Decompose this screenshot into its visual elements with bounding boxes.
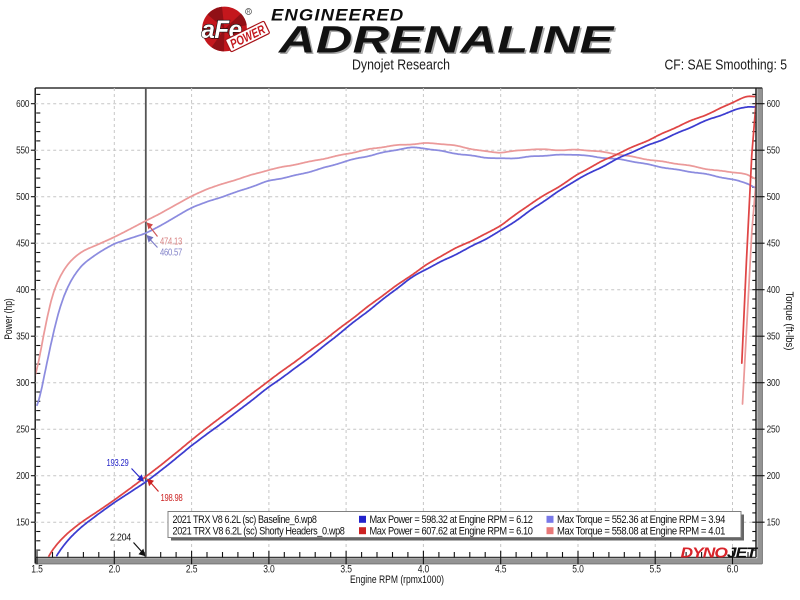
svg-text:350: 350 [767,331,780,343]
svg-text:400: 400 [16,284,29,296]
svg-text:5.0: 5.0 [572,563,583,575]
svg-text:300: 300 [767,377,780,389]
svg-text:198.98: 198.98 [161,493,183,504]
svg-text:474.13: 474.13 [160,237,182,248]
svg-text:200: 200 [16,470,29,482]
svg-text:500: 500 [767,191,780,203]
svg-text:300: 300 [16,377,29,389]
svg-text:500: 500 [16,191,29,203]
svg-text:550: 550 [16,145,29,157]
svg-text:550: 550 [767,145,780,157]
svg-text:150: 150 [16,517,29,529]
svg-text:Torque (ft-lbs): Torque (ft-lbs) [783,292,795,351]
svg-text:3.5: 3.5 [340,563,351,575]
svg-text:150: 150 [767,517,780,529]
svg-text:600: 600 [767,98,780,110]
svg-text:250: 250 [16,424,29,436]
svg-text:6.0: 6.0 [727,563,738,575]
svg-text:ENGINEERED: ENGINEERED [271,5,404,24]
svg-text:600: 600 [16,98,29,110]
svg-text:193.29: 193.29 [107,458,129,469]
svg-text:4.0: 4.0 [418,563,429,575]
svg-text:2.204: 2.204 [110,533,131,544]
svg-text:450: 450 [767,238,780,250]
svg-text:250: 250 [767,424,780,436]
svg-text:200: 200 [767,470,780,482]
svg-text:Dynojet Research: Dynojet Research [352,58,450,74]
svg-text:Power (hp): Power (hp) [3,298,15,340]
svg-text:Max Torque = 558.08 at Engine: Max Torque = 558.08 at Engine RPM = 4.01 [557,525,725,537]
svg-text:2.0: 2.0 [109,563,120,575]
svg-text:1.5: 1.5 [31,563,42,575]
svg-text:5.5: 5.5 [650,563,661,575]
svg-text:ADRENALINE: ADRENALINE [278,19,615,61]
svg-text:Engine RPM (rpmx1000): Engine RPM (rpmx1000) [350,574,444,586]
svg-text:CF: SAE Smoothing: 5: CF: SAE Smoothing: 5 [665,58,788,74]
svg-text:3.0: 3.0 [263,563,274,575]
svg-text:4.5: 4.5 [495,563,506,575]
svg-text:450: 450 [16,238,29,250]
svg-text:2021 TRX V8 6.2L (sc) Shorty H: 2021 TRX V8 6.2L (sc) Shorty Headers_0.w… [173,525,345,537]
svg-text:400: 400 [767,284,780,296]
svg-text:350: 350 [16,331,29,343]
svg-text:460.57: 460.57 [160,248,182,259]
svg-text:Max Power = 598.32 at Engine R: Max Power = 598.32 at Engine RPM = 6.12 [370,514,533,526]
svg-text:2021 TRX V8 6.2L (sc) Baseline: 2021 TRX V8 6.2L (sc) Baseline_6.wp8 [173,514,317,526]
svg-text:Max Torque = 552.36 at Engine: Max Torque = 552.36 at Engine RPM = 3.94 [557,514,725,526]
svg-text:Max Power = 607.62 at Engine R: Max Power = 607.62 at Engine RPM = 6.10 [370,525,533,537]
svg-text:2.5: 2.5 [186,563,197,575]
svg-text:R: R [247,9,251,15]
